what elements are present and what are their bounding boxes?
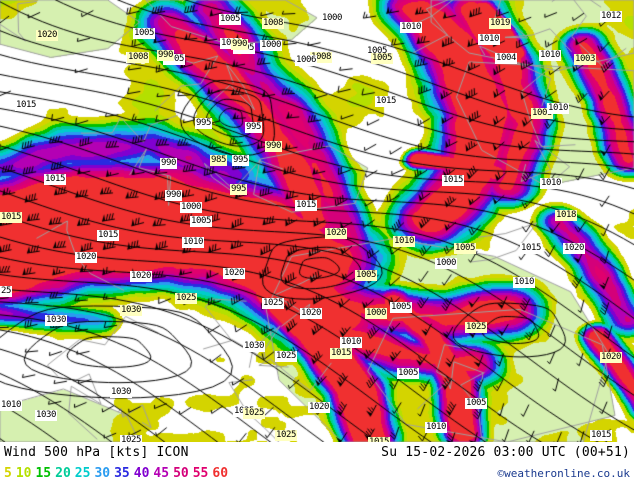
isobar-label: 1012 xyxy=(600,11,623,22)
isobar-label: 1015 xyxy=(375,96,398,107)
legend-step-30: 30 xyxy=(94,466,111,481)
isobar-label: 1005 xyxy=(190,216,213,227)
isobar-label: 1030 xyxy=(120,305,143,316)
legend-step-45: 45 xyxy=(153,466,170,481)
isobar-label: 1000 xyxy=(180,202,203,213)
isobar-label: 1015 xyxy=(442,175,465,186)
isobar-label: 1005 xyxy=(397,368,420,379)
isobar-label: 1020 xyxy=(308,402,331,413)
weather-map[interactable]: 1020100510051008100010101019101210051008… xyxy=(0,0,634,442)
isobar-label: 995 xyxy=(195,118,213,129)
isobar-label: 1005 xyxy=(366,46,389,57)
legend-step-55: 55 xyxy=(192,466,209,481)
isobar-label: 1010 xyxy=(393,236,416,247)
isobar-label: 1015 xyxy=(15,100,38,111)
isobar-label: 1005 xyxy=(219,14,242,25)
isobar-label: 990 xyxy=(157,50,175,61)
model-run-timestamp: Su 15-02-2026 03:00 UTC (00+51) xyxy=(381,445,630,460)
isobar-label: 1006 xyxy=(295,55,318,66)
isobar-label: 1020 xyxy=(223,268,246,279)
isobar-label: 1030 xyxy=(35,410,58,421)
isobar-label: 1005 xyxy=(454,243,477,254)
isobar-label: 1000 xyxy=(321,13,344,24)
isobar-label: 990 xyxy=(160,158,178,169)
isobar-label: 1010 xyxy=(182,237,205,248)
isobar-label: 25 xyxy=(0,286,13,297)
isobar-label: 995 xyxy=(232,155,250,166)
isobar-label: 1000 xyxy=(260,40,283,51)
isobar-label: 1015 xyxy=(520,243,543,254)
isobar-label: 1010 xyxy=(539,50,562,61)
legend-step-50: 50 xyxy=(173,466,189,481)
legend-step-35: 35 xyxy=(114,466,130,481)
copyright-credit: ©weatheronline.co.uk xyxy=(497,467,630,480)
isobar-label: 1020 xyxy=(75,252,98,263)
isobar-label: 1015 xyxy=(44,174,67,185)
isobar-label: 995 xyxy=(230,184,248,195)
isobar-label: 1010 xyxy=(425,422,448,433)
isobar-label: 1030 xyxy=(243,341,266,352)
isobar-label: 1020 xyxy=(563,243,586,254)
isobar-label: 1010 xyxy=(340,337,363,348)
isobar-label: 1010 xyxy=(547,103,570,114)
isobar-label: 1015 xyxy=(295,200,318,211)
wind-speed-legend: 5 10 15 20 25 30 35 40 45 50 55 60 xyxy=(4,466,232,481)
legend-step-5: 5 xyxy=(4,466,12,481)
isobar-label: 990 xyxy=(165,190,183,201)
isobar-label: 1004 xyxy=(495,53,518,64)
isobar-label: 1010 xyxy=(513,277,536,288)
isobar-label: 1008 xyxy=(310,52,333,63)
isobar-label: 1010 xyxy=(0,400,23,411)
isobar-label: 1025 xyxy=(243,408,266,419)
isobar-label: 1020 xyxy=(130,271,153,282)
isobar-label: 990 xyxy=(231,39,249,50)
isobar-label: 1015 xyxy=(97,230,120,241)
isobar-label: 1008 xyxy=(127,52,150,63)
isobar-label: 1025 xyxy=(120,435,143,442)
wind-field-canvas[interactable] xyxy=(0,0,634,442)
isobar-label: 1018 xyxy=(555,210,578,221)
isobar-label: 1025 xyxy=(465,322,488,333)
isobar-label: 1005 xyxy=(371,53,394,64)
legend-step-40: 40 xyxy=(133,466,150,481)
isobar-label: 1020 xyxy=(36,30,59,41)
isobar-label: 990 xyxy=(265,141,283,152)
legend-step-15: 15 xyxy=(35,466,52,481)
isobar-label: 1005 xyxy=(355,270,378,281)
legend-step-10: 10 xyxy=(15,466,32,481)
chart-title: Wind 500 hPa [kts] ICON xyxy=(4,445,189,460)
legend-step-60: 60 xyxy=(212,466,229,481)
isobar-label: 1025 xyxy=(262,298,285,309)
isobar-label: 985 xyxy=(210,155,228,166)
isobar-label: 1020 xyxy=(600,352,623,363)
isobar-label: 1000 xyxy=(365,308,388,319)
isobar-label: 1010 xyxy=(478,34,501,45)
isobar-label: 1030 xyxy=(45,315,68,326)
isobar-label: 1020 xyxy=(300,308,323,319)
isobar-label: 1025 xyxy=(275,430,298,441)
isobar-label: 1005 xyxy=(390,302,413,313)
map-footer: Wind 500 hPa [kts] ICON Su 15-02-2026 03… xyxy=(0,442,634,490)
isobar-label: 1015 xyxy=(590,430,613,441)
isobar-label: 1025 xyxy=(175,293,198,304)
isobar-label: 1019 xyxy=(489,18,512,29)
legend-step-25: 25 xyxy=(74,466,91,481)
isobar-label: 1020 xyxy=(325,228,348,239)
legend-step-20: 20 xyxy=(55,466,71,481)
isobar-label: 1025 xyxy=(275,351,298,362)
isobar-label: 1000 xyxy=(435,258,458,269)
isobar-label: 1015 xyxy=(368,437,391,442)
isobar-label: 1005 xyxy=(133,28,156,39)
isobar-label: 995 xyxy=(245,122,263,133)
isobar-label: 1015 xyxy=(0,212,23,223)
isobar-label: 1008 xyxy=(531,108,554,119)
isobar-label: 1003 xyxy=(574,54,597,65)
isobar-label: 1008 xyxy=(262,18,285,29)
isobar-label: 1015 xyxy=(330,348,353,359)
isobar-label: 1005 xyxy=(465,398,488,409)
isobar-label: 1010 xyxy=(540,178,563,189)
isobar-label: 1030 xyxy=(110,387,133,398)
isobar-label: 1010 xyxy=(400,22,423,33)
